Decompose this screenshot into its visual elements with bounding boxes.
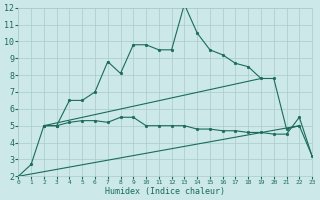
X-axis label: Humidex (Indice chaleur): Humidex (Indice chaleur) xyxy=(105,187,225,196)
